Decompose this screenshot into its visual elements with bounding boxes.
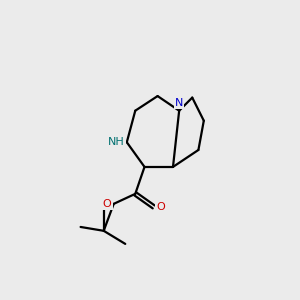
Text: NH: NH [108, 137, 124, 147]
Text: O: O [103, 199, 111, 209]
Text: N: N [175, 98, 183, 108]
Text: O: O [156, 202, 165, 212]
